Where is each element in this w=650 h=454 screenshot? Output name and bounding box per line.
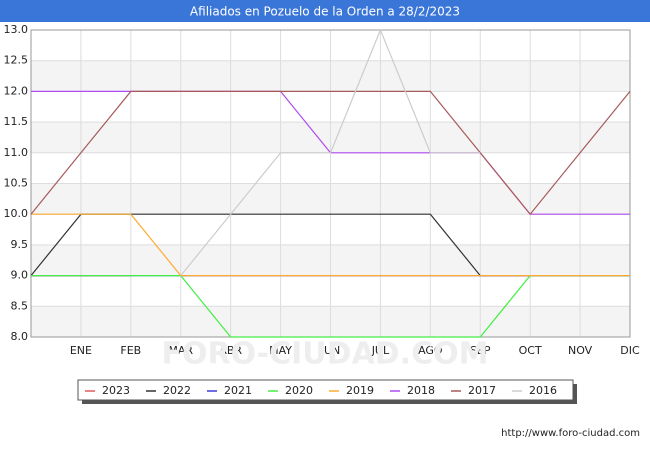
x-tick-label: FEB (120, 344, 141, 357)
y-tick-label: 8.5 (11, 299, 29, 312)
legend-label: 2021 (224, 384, 252, 397)
y-tick-label: 13.0 (4, 23, 29, 36)
x-tick-label: ABR (219, 344, 242, 357)
x-tick-label: AGO (418, 344, 443, 357)
legend-label: 2022 (163, 384, 191, 397)
title-bar (0, 0, 650, 22)
x-tick-label: JUN (320, 344, 341, 357)
x-tick-label: DIC (620, 344, 640, 357)
x-tick-label: MAY (269, 344, 292, 357)
source: http://www.foro-ciudad.com (501, 428, 640, 439)
series-line (31, 213, 630, 277)
watermark: FORO-CIUDAD.COM (162, 337, 489, 372)
x-tick-label: ENE (70, 344, 92, 357)
y-tick-label: 11.5 (4, 115, 29, 128)
x-tick-label: MAR (168, 344, 193, 357)
legend-label: 2016 (529, 384, 557, 397)
y-tick-label: 11.0 (4, 146, 29, 159)
series-line (180, 28, 481, 276)
plot-area: 8.0 8.5 9.0 9.5 10.0 10.5 11.0 11.5 12.0 12.5 13.0… (4, 23, 641, 357)
y-tick-label: 12.5 (4, 54, 29, 67)
legend-box (77, 379, 574, 401)
y-tick-label: 12.0 (4, 84, 29, 97)
legend: 2023 2022 2021 2020 2019 2018 2017 2016 (85, 384, 557, 397)
legend-label: 2020 (285, 384, 313, 397)
x-tick-label: JUL (371, 344, 390, 357)
y-tick-label: 9.5 (11, 238, 29, 251)
legend-label: 2023 (102, 384, 130, 397)
y-tick-label: 8.0 (11, 330, 29, 343)
x-tick-label: SEP (470, 344, 491, 357)
legend-label: 2017 (468, 384, 496, 397)
y-tick-label: 9.0 (11, 269, 29, 282)
y-tick-label: 10.5 (4, 177, 29, 190)
legend-label: 2018 (407, 384, 435, 397)
x-tick-label: NOV (568, 344, 593, 357)
chart-title: Afiliados en Pozuelo de la Orden a 28/2/… (190, 5, 460, 19)
legend-label: 2019 (346, 384, 374, 397)
x-tick-label: OCT (519, 344, 542, 357)
series-line (30, 90, 631, 216)
y-tick-label: 10.0 (4, 207, 29, 220)
